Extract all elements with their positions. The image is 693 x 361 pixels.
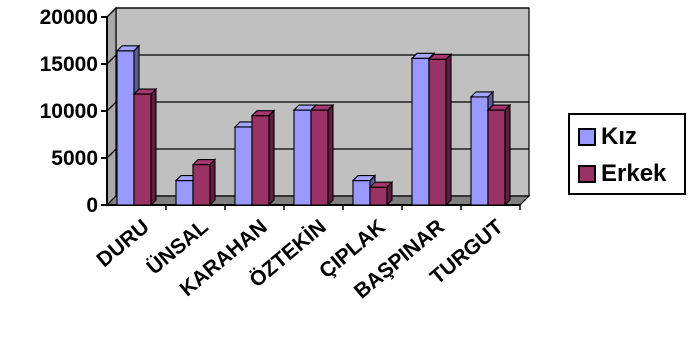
y-axis: 0 5000 10000 15000 20000 [40, 6, 521, 217]
y-tick-label: 15000 [40, 53, 98, 76]
bar-side [327, 103, 334, 207]
bar-front [369, 186, 388, 206]
legend-item-erkek: Erkek [578, 160, 666, 188]
bar-front [310, 109, 329, 206]
gridline [106, 7, 529, 18]
bars [115, 44, 512, 207]
y-tick-label: 10000 [40, 100, 98, 123]
y-tick-label: 0 [86, 194, 98, 217]
bar-front [192, 164, 211, 206]
bar-erkek-0 [132, 87, 158, 207]
bar-front [116, 50, 135, 206]
gridline [106, 101, 529, 112]
gridline [106, 54, 529, 65]
bar-front [234, 126, 253, 206]
legend-label-kiz: Kız [601, 123, 637, 150]
bar-erkek-2 [250, 109, 276, 207]
legend-swatch-kiz [578, 128, 596, 146]
bar-erkek-6 [486, 103, 512, 207]
legend-label-erkek: Erkek [601, 160, 667, 187]
bar-side [150, 87, 157, 207]
bar-erkek-1 [191, 158, 217, 207]
bar-erkek-5 [427, 52, 453, 207]
bar-side [209, 158, 216, 207]
bar-erkek-4 [368, 180, 394, 207]
bar-side [268, 109, 275, 207]
x-axis-labels: DURUÜNSALKARAHANÖZTEKİNÇIPLAKBAŞPINARTUR… [92, 215, 507, 303]
bar-erkek-3 [309, 103, 335, 207]
legend-swatch-erkek [578, 165, 596, 183]
bar-side [445, 52, 452, 207]
gridlines [106, 7, 529, 159]
bar-front [428, 58, 447, 206]
bar-front [411, 57, 430, 206]
y-tick-label: 5000 [51, 147, 98, 170]
y-tick-label: 20000 [40, 6, 98, 29]
bar-front [293, 109, 312, 206]
gridline [106, 148, 529, 159]
legend: Kız Erkek [568, 113, 686, 195]
bar-side [386, 180, 393, 207]
bar-front [487, 109, 506, 206]
bar-front [352, 180, 371, 206]
bar-front [470, 96, 489, 206]
bar-front [251, 115, 270, 206]
bar-side [504, 103, 511, 207]
bar-front [175, 180, 194, 206]
legend-item-kiz: Kız [578, 123, 637, 151]
bar-front [133, 93, 152, 206]
